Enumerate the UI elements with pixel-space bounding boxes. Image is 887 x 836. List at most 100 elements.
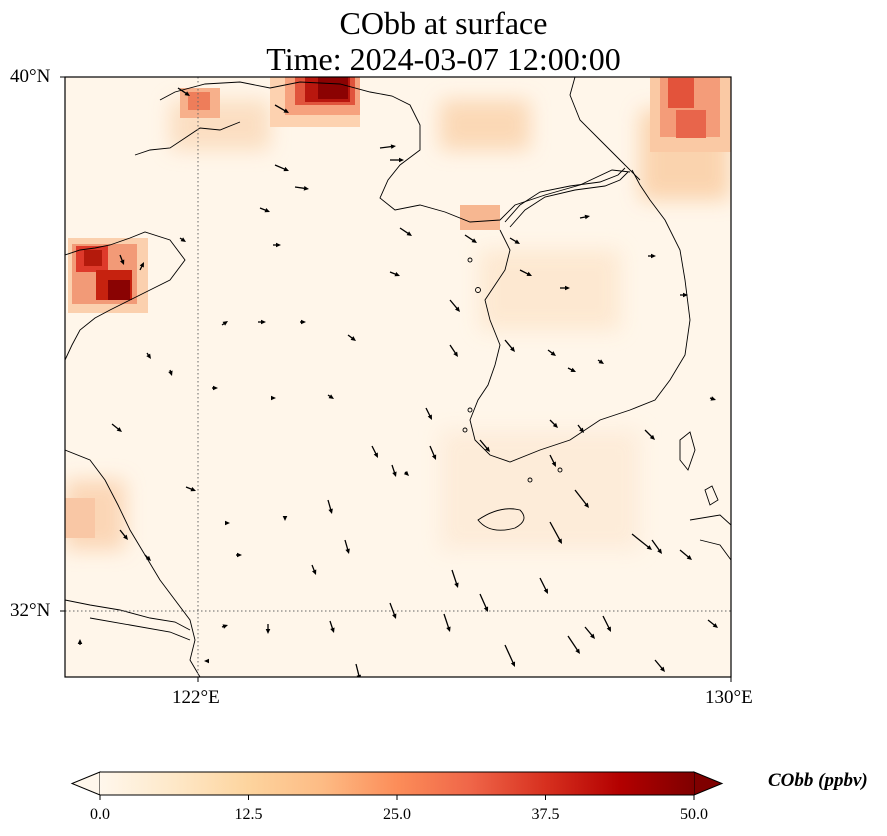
wind-arrow-head xyxy=(392,471,397,477)
wind-arrow-head xyxy=(584,214,590,220)
wind-arrow-head xyxy=(579,427,584,433)
wind-arrow-head xyxy=(431,454,437,460)
wind-arrow-head xyxy=(261,319,266,325)
colorbar-tick-3: 37.5 xyxy=(531,806,560,823)
hotspot-northeast xyxy=(650,77,731,152)
wind-arrow-shaft xyxy=(443,613,450,630)
wind-arrow-head xyxy=(485,446,490,452)
lat-label-40n: 40°N xyxy=(10,66,51,87)
wind-arrow-head xyxy=(683,292,688,298)
wind-arrow-head xyxy=(510,661,516,667)
wind-arrow-head xyxy=(455,306,460,312)
wind-arrow-shaft xyxy=(602,615,611,630)
wind-arrow-shaft xyxy=(451,569,458,586)
coastlines xyxy=(65,77,731,677)
wind-arrow-head xyxy=(453,351,458,357)
wind-arrow-head xyxy=(651,253,656,259)
wind-arrow-head xyxy=(222,624,228,629)
wind-vectors xyxy=(77,87,718,677)
wind-arrow-head xyxy=(276,242,281,248)
wind-arrow-head xyxy=(454,582,459,588)
hotspot-west xyxy=(68,238,148,313)
wind-arrow-head xyxy=(213,385,218,391)
wind-arrow-head xyxy=(390,144,396,149)
wind-arrow-head xyxy=(660,666,665,672)
wind-arrow-head xyxy=(446,626,451,632)
wind-arrow-shaft xyxy=(679,549,691,559)
wind-arrow-head xyxy=(312,569,317,575)
wind-arrow-head xyxy=(392,613,397,619)
wind-arrow-head xyxy=(575,648,580,654)
wind-arrow-head xyxy=(283,108,289,113)
wind-arrow-head xyxy=(303,186,309,191)
wind-arrow-head xyxy=(237,552,242,558)
wind-arrow-head xyxy=(552,422,558,428)
colorbar-tick-4: 50.0 xyxy=(680,806,708,823)
wind-arrow-head xyxy=(710,396,716,401)
lon-label-130e: 130°E xyxy=(705,687,753,708)
colorbar-tick-2: 25.0 xyxy=(383,806,411,823)
wind-arrow-head xyxy=(123,534,128,540)
wind-arrow-head xyxy=(145,555,151,561)
wind-arrow-shaft xyxy=(274,104,287,113)
colorbar xyxy=(70,771,724,800)
concentration-field xyxy=(65,77,731,677)
wind-arrow-head xyxy=(350,336,356,341)
wind-arrow-head xyxy=(606,626,611,632)
wind-arrow-head xyxy=(204,658,209,664)
wind-arrow-head xyxy=(510,346,515,352)
wind-arrow-head xyxy=(282,516,288,521)
wind-arrow-head xyxy=(550,351,556,356)
colorbar-label: CObb (ppbv) xyxy=(768,770,868,791)
colorbar-tick-1: 12.5 xyxy=(234,806,263,823)
wind-arrow-head xyxy=(543,588,548,594)
wind-arrow-head xyxy=(116,427,122,432)
wind-arrow-head xyxy=(712,623,718,628)
wind-arrow-head xyxy=(686,555,692,560)
wind-arrow-shaft xyxy=(389,602,396,617)
wind-arrow-head xyxy=(394,272,400,277)
wind-arrow-head xyxy=(649,434,655,440)
wind-arrow-shaft xyxy=(479,439,489,451)
wind-arrow-head xyxy=(565,285,570,291)
wind-arrow-head xyxy=(471,238,477,243)
lon-label-122e: 122°E xyxy=(172,687,220,708)
wind-arrow-head xyxy=(330,627,335,633)
wind-arrow-head xyxy=(646,545,652,550)
wind-arrow-head xyxy=(222,321,228,326)
wind-arrow-head xyxy=(551,461,556,467)
wind-arrow-head xyxy=(399,157,404,163)
wind-arrow-head xyxy=(77,639,83,644)
wind-arrow-head xyxy=(146,353,151,359)
wind-arrow-head xyxy=(271,395,276,401)
map-area xyxy=(65,77,731,677)
wind-arrow-shaft xyxy=(274,164,287,171)
wind-arrow-shaft xyxy=(504,644,515,665)
wind-arrow-head xyxy=(657,548,662,554)
wind-arrow-head xyxy=(184,91,190,96)
wind-arrow-head xyxy=(356,674,362,677)
wind-arrow-head xyxy=(139,262,144,268)
wind-arrow-head xyxy=(328,394,334,399)
wind-arrow-shaft xyxy=(549,521,562,542)
wind-arrow-head xyxy=(570,367,576,372)
colorbar-tick-0: 0.0 xyxy=(90,806,110,823)
wind-arrow-shaft xyxy=(654,659,664,671)
wind-arrow-shaft xyxy=(631,533,651,549)
wind-arrow-shaft xyxy=(584,626,594,638)
gridlines xyxy=(65,77,731,677)
wind-arrow-shaft xyxy=(651,539,661,552)
wind-arrow-head xyxy=(526,271,532,276)
wind-arrow-head xyxy=(190,487,196,492)
wind-arrow-head xyxy=(590,633,595,639)
wind-arrow-head xyxy=(120,259,125,265)
wind-arrow-head xyxy=(283,166,289,172)
wind-arrow-head xyxy=(373,452,378,458)
wind-arrow-head xyxy=(301,319,306,325)
wind-arrow-head xyxy=(264,208,270,213)
wind-arrow-head xyxy=(225,520,230,526)
lat-label-32n: 32°N xyxy=(10,600,51,621)
wind-arrow-shaft xyxy=(539,577,548,592)
map-frame xyxy=(64,76,732,678)
wind-arrow-shaft xyxy=(479,593,488,610)
